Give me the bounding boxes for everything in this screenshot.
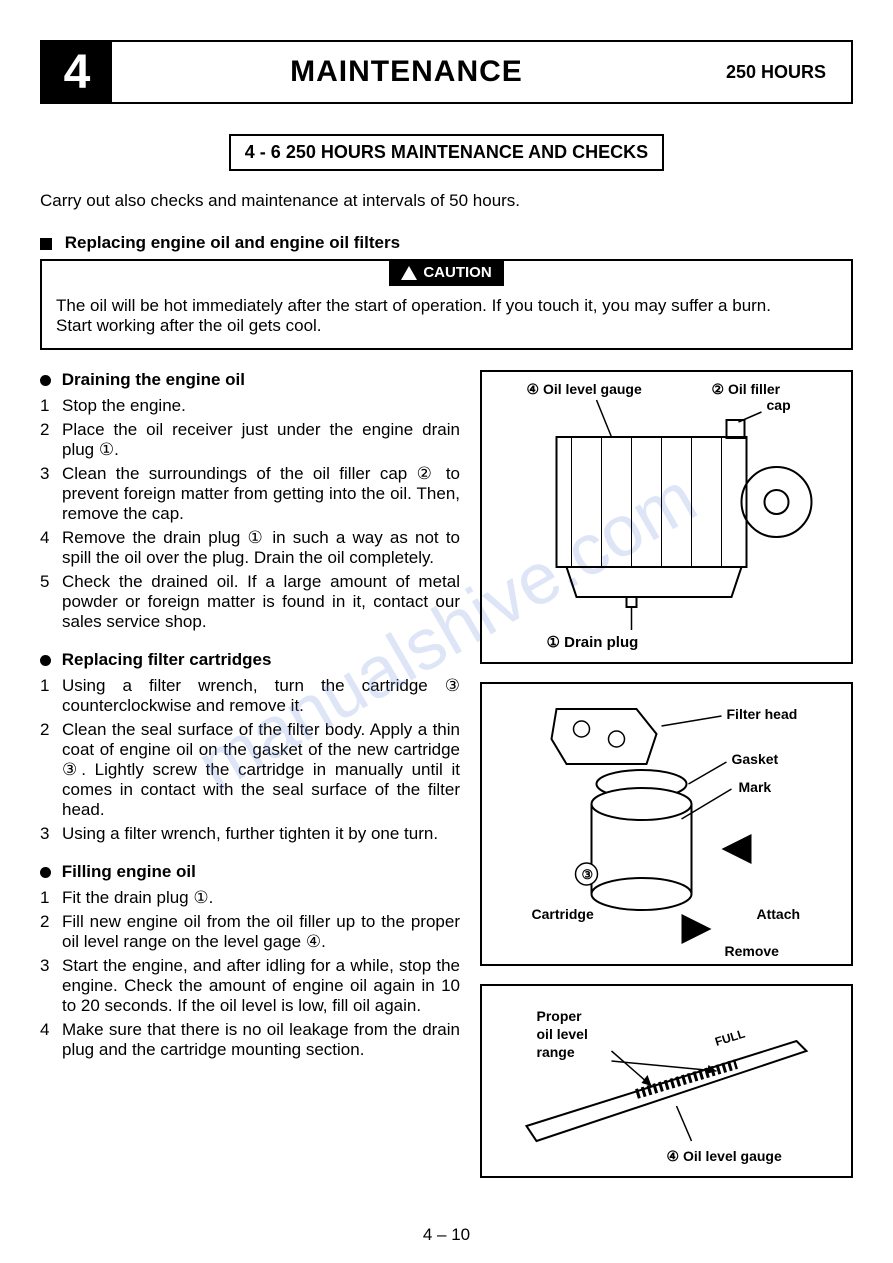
page-header: 4 MAINTENANCE 250 HOURS — [40, 40, 853, 104]
subheading: Filling engine oil — [40, 862, 460, 882]
label-cartridge: Cartridge — [532, 906, 594, 922]
round-bullet-icon — [40, 867, 51, 878]
label-oil-level-gauge: ④ Oil level gauge — [527, 381, 642, 397]
step-text: Make sure that there is no oil leakage f… — [62, 1020, 460, 1060]
chapter-number: 4 — [42, 42, 112, 102]
subheading-text: Replacing filter cartridges — [62, 650, 272, 669]
figure-engine: ④ Oil level gauge ② Oil filler cap — [480, 370, 853, 664]
label-filter-head: Filter head — [727, 706, 798, 722]
caution-icon — [401, 266, 417, 280]
caution-body: The oil will be hot immediately after th… — [42, 288, 851, 348]
page-number: 4 – 10 — [0, 1225, 893, 1245]
step-text: Clean the seal surface of the filter bod… — [62, 720, 460, 820]
caution-line: The oil will be hot immediately after th… — [56, 296, 837, 316]
step-text: Remove the drain plug ① in such a way as… — [62, 528, 460, 568]
subheading-text: Draining the engine oil — [62, 370, 245, 389]
label-full: FULL — [713, 1027, 746, 1049]
intro-text: Carry out also checks and maintenance at… — [40, 191, 853, 211]
section-title: 4 - 6 250 HOURS MAINTENANCE AND CHECKS — [229, 134, 664, 171]
square-bullet-icon — [40, 238, 52, 250]
step-list: Using a filter wrench, turn the cartridg… — [40, 676, 460, 844]
text-column: Draining the engine oil Stop the engine.… — [40, 370, 460, 1178]
step-text: Place the oil receiver just under the en… — [62, 420, 460, 460]
subheading-text: Filling engine oil — [62, 862, 196, 881]
step-text: Fit the drain plug ①. — [62, 888, 460, 908]
label-proper-range1: Proper — [537, 1008, 583, 1024]
label-oil-filler-cap: ② Oil filler — [712, 381, 781, 397]
figure-column: ④ Oil level gauge ② Oil filler cap — [480, 370, 853, 1178]
subheading: Draining the engine oil — [40, 370, 460, 390]
subheading: Replacing filter cartridges — [40, 650, 460, 670]
caution-label-text: CAUTION — [423, 264, 491, 281]
label-cartridge-num: ③ — [582, 867, 594, 882]
label-proper-range2: oil level — [537, 1026, 588, 1042]
label-proper-range3: range — [537, 1044, 575, 1060]
label-oil-filler-cap2: cap — [767, 397, 791, 413]
figure-gauge: Proper oil level range FULL ④ Oil level — [480, 984, 853, 1178]
caution-label: CAUTION — [389, 259, 503, 286]
round-bullet-icon — [40, 655, 51, 666]
step-list: Stop the engine. Place the oil receiver … — [40, 396, 460, 632]
figure-filter: Filter head Gasket Mark ③ — [480, 682, 853, 966]
step-text: Using a filter wrench, turn the cartridg… — [62, 676, 460, 716]
caution-box: CAUTION The oil will be hot immediately … — [40, 259, 853, 350]
page-title: MAINTENANCE — [112, 42, 701, 102]
round-bullet-icon — [40, 375, 51, 386]
label-mark: Mark — [739, 779, 772, 795]
step-text: Stop the engine. — [62, 396, 460, 416]
topic-heading: Replacing engine oil and engine oil filt… — [40, 233, 853, 253]
label-gasket: Gasket — [732, 751, 779, 767]
interval-label: 250 HOURS — [701, 42, 851, 102]
label-attach: Attach — [757, 906, 801, 922]
manual-page: manualshive.com 4 MAINTENANCE 250 HOURS … — [0, 0, 893, 1263]
step-text: Clean the surroundings of the oil filler… — [62, 464, 460, 524]
label-remove: Remove — [725, 943, 780, 959]
topic-heading-text: Replacing engine oil and engine oil filt… — [65, 233, 400, 252]
caution-line: Start working after the oil gets cool. — [56, 316, 837, 336]
step-list: Fit the drain plug ①. Fill new engine oi… — [40, 888, 460, 1060]
step-text: Fill new engine oil from the oil filler … — [62, 912, 460, 952]
step-text: Using a filter wrench, further tighten i… — [62, 824, 460, 844]
label-drain-plug: ① Drain plug — [547, 634, 639, 651]
step-text: Start the engine, and after idling for a… — [62, 956, 460, 1016]
step-text: Check the drained oil. If a large amount… — [62, 572, 460, 632]
label-oil-level-gauge: ④ Oil level gauge — [667, 1148, 782, 1164]
section-title-wrap: 4 - 6 250 HOURS MAINTENANCE AND CHECKS — [40, 134, 853, 171]
